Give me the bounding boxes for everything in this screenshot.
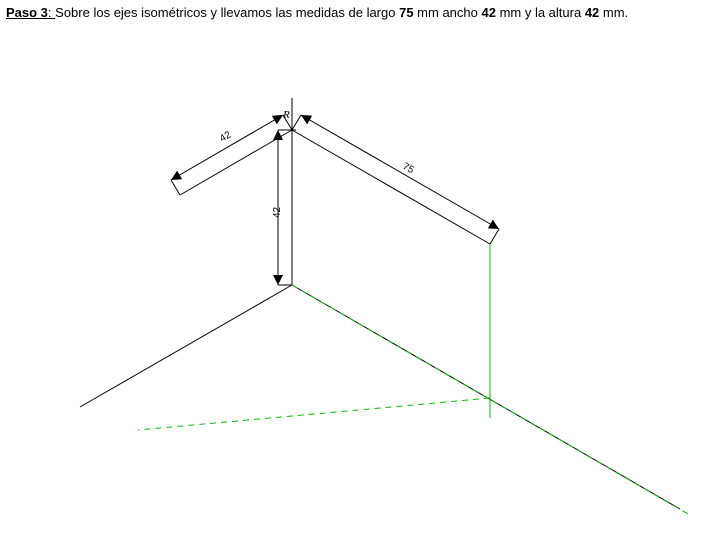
dim-75-right [301,115,499,229]
dim-42-left [171,115,283,180]
ext-line [292,115,301,130]
dim-42-height-label: 42 [272,206,283,218]
dim-42-left-label: 42 [218,129,234,144]
axis-label-r: R [282,109,290,121]
edge-75 [292,130,490,244]
green-dashed-left [138,398,490,430]
axis-left [80,285,292,407]
arrowhead-icon [488,220,499,229]
arrowhead-icon [301,115,312,124]
isometric-diagram: 427542R [0,0,720,540]
arrowhead-icon [273,275,283,285]
ext-line [171,180,180,195]
ext-line [490,229,499,244]
arrowhead-icon [273,130,283,140]
arrowhead-icon [272,115,283,124]
arrowhead-icon [171,171,182,180]
